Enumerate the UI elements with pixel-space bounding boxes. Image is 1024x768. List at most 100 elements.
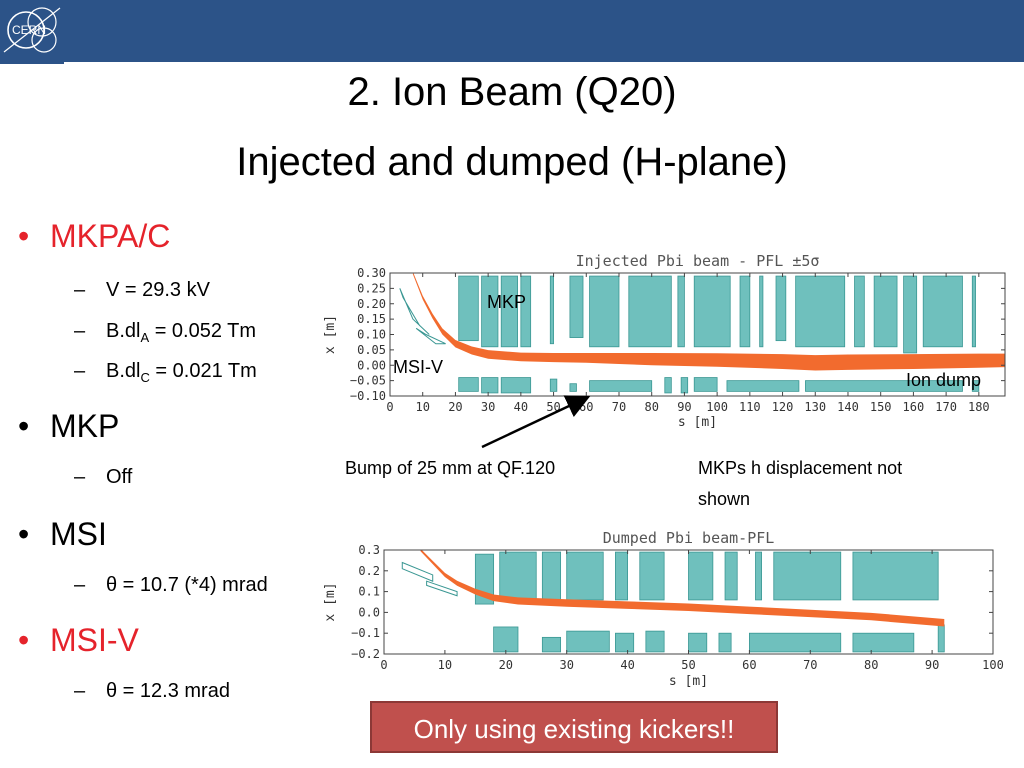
aperture-block [937,624,945,653]
bullet-mkpa: • MKPA/C [18,218,171,254]
mkps-note-line-2: shown [698,489,751,509]
aperture-block [680,377,689,394]
aperture-block [458,377,479,392]
y-tick-label: 0.10 [357,328,386,342]
aperture-block [677,275,685,348]
aperture-block [854,275,865,348]
x-tick-label: 120 [772,400,794,414]
x-tick-label: 100 [982,658,1004,672]
aperture-block [499,551,537,601]
aperture-block [569,383,577,392]
aperture-block [693,275,731,348]
aperture-block [724,551,738,601]
aperture-block [852,551,939,601]
x-tick-label: 20 [499,658,513,672]
aperture-block [481,377,499,394]
beam-envelope [412,273,1005,371]
sub-bullet-bdl-c: – B.dlC = 0.021 Tm [74,360,257,385]
aperture-block [693,377,718,392]
sub-bullet-voltage: – V = 29.3 kV [74,279,210,301]
aperture-block [773,551,842,601]
x-tick-label: 80 [864,658,878,672]
x-tick-label: 30 [559,658,573,672]
y-tick-label: 0.3 [358,543,380,557]
aperture-block [759,275,764,348]
x-tick-label: 140 [837,400,859,414]
bullet-mkp: • MKP [18,408,120,444]
bullet-msiv: • MSI-V [18,622,139,658]
aperture-block [500,275,518,348]
sub-bullet-msiv-theta: – θ = 12.3 mrad [74,680,230,702]
aperture-block [873,275,898,348]
aperture-block [755,551,762,601]
aperture-block [566,551,604,601]
bump-arrow [481,395,591,449]
aperture-block [664,377,672,394]
y-tick-label: 0.30 [357,266,386,280]
x-axis-label: s [m] [669,674,708,689]
aperture-block [971,380,980,392]
x-axis-label: s [m] [678,415,717,430]
x-tick-label: 0 [380,658,387,672]
bullet-msi: • MSI [18,516,107,552]
aperture-block [566,630,610,653]
beam-envelope [420,550,945,627]
x-tick-label: 40 [514,400,528,414]
x-tick-label: 80 [644,400,658,414]
header-bar [0,0,1024,62]
mkps-note-line-1: MKPs h displacement not [698,458,903,478]
aperture-group [399,275,980,394]
x-tick-label: 110 [739,400,761,414]
x-tick-label: 90 [677,400,691,414]
aperture-block [569,275,584,338]
y-axis-label: x [m] [323,582,338,621]
aperture-block [688,551,714,601]
y-tick-label: −0.10 [350,389,386,403]
aperture-block [795,275,846,348]
slide-title: 2. Ion Beam (Q20) Injected and dumped (H… [0,68,1024,186]
x-tick-label: 50 [681,658,695,672]
x-tick-label: 70 [612,400,626,414]
dumped-beam-chart: 0 10 20 30 40 50 60 70 80 90 100 −0.2 −0.1 0.0 0.1 0.2 0… [323,529,1004,689]
y-tick-label: 0.00 [357,358,386,372]
aperture-block [805,380,963,392]
aperture-block [541,551,562,601]
y-tick-label: −0.05 [350,374,386,388]
sub-bullet-off: – Off [74,466,133,488]
x-tick-label: 160 [903,400,925,414]
y-tick-label: 0.15 [357,312,386,326]
sub-bullet-bdl-a: – B.dlA = 0.052 Tm [74,320,257,345]
x-tick-label: 180 [968,400,990,414]
msi-outline [415,327,446,345]
cern-logo: CERN [0,0,64,64]
aperture-block [775,275,787,342]
aperture-block [458,275,479,342]
x-tick-label: 40 [620,658,634,672]
aperture-block [541,636,562,653]
existing-kickers-callout: Only using existing kickers!! [370,701,778,753]
title-line-2: Injected and dumped (H-plane) [236,140,788,184]
x-tick-label: 100 [706,400,728,414]
aperture-block [971,275,976,348]
y-tick-label: 0.20 [357,297,386,311]
aperture-block [589,380,653,392]
x-tick-label: 170 [935,400,957,414]
aperture-block [645,630,665,653]
aperture-block [688,632,708,653]
aperture-block [726,380,800,392]
y-tick-label: 0.1 [358,585,380,599]
logo-text: CERN [12,23,46,37]
y-tick-label: 0.0 [358,605,380,619]
bump-note: Bump of 25 mm at QF.120 [345,458,556,478]
aperture-group [401,551,945,653]
aperture-block [549,378,558,392]
aperture-block [922,275,963,348]
sub-bullet-msi-theta: – θ = 10.7 (*4) mrad [74,574,268,596]
injected-beam-chart: 0 10 20 30 40 50 60 70 80 90 100 110 120 130 140 150 160… [323,252,1006,430]
aperture-block [739,275,751,348]
aperture-block [615,551,629,601]
aperture-block [628,275,672,348]
x-tick-label: 30 [481,400,495,414]
label-msiv: MSI-V [393,357,444,377]
msi-outline [426,580,458,597]
